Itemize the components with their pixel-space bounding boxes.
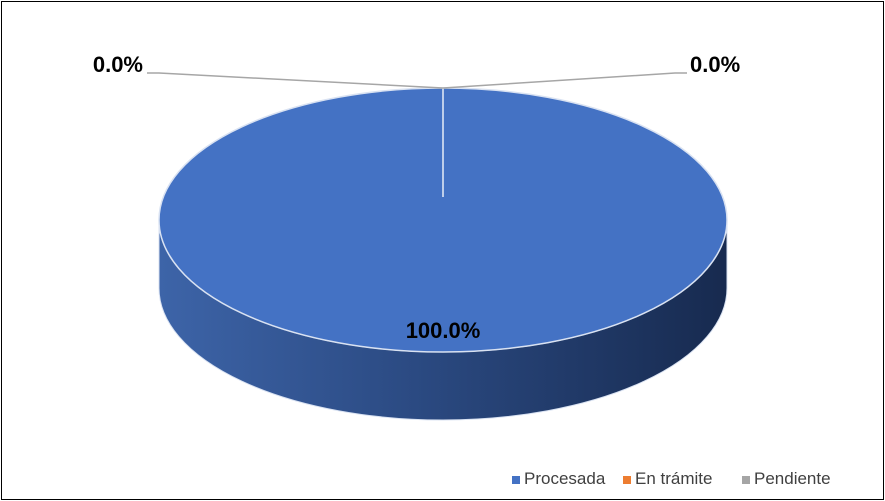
- legend-label-procesada: Procesada: [524, 469, 606, 488]
- legend: Procesada En trámite Pendiente: [512, 469, 831, 488]
- leader-line-pendiente: [147, 72, 444, 89]
- legend-swatch-pendiente: [742, 476, 750, 484]
- legend-swatch-procesada: [512, 476, 520, 484]
- legend-label-en-tramite: En trámite: [635, 469, 712, 488]
- data-label-en-tramite: 0.0%: [690, 52, 740, 77]
- legend-swatch-en-tramite: [623, 476, 631, 484]
- data-label-pendiente: 0.0%: [93, 52, 143, 77]
- data-label-procesada: 100.0%: [406, 318, 481, 343]
- leader-line-en-tramite: [442, 72, 687, 89]
- legend-label-pendiente: Pendiente: [754, 469, 831, 488]
